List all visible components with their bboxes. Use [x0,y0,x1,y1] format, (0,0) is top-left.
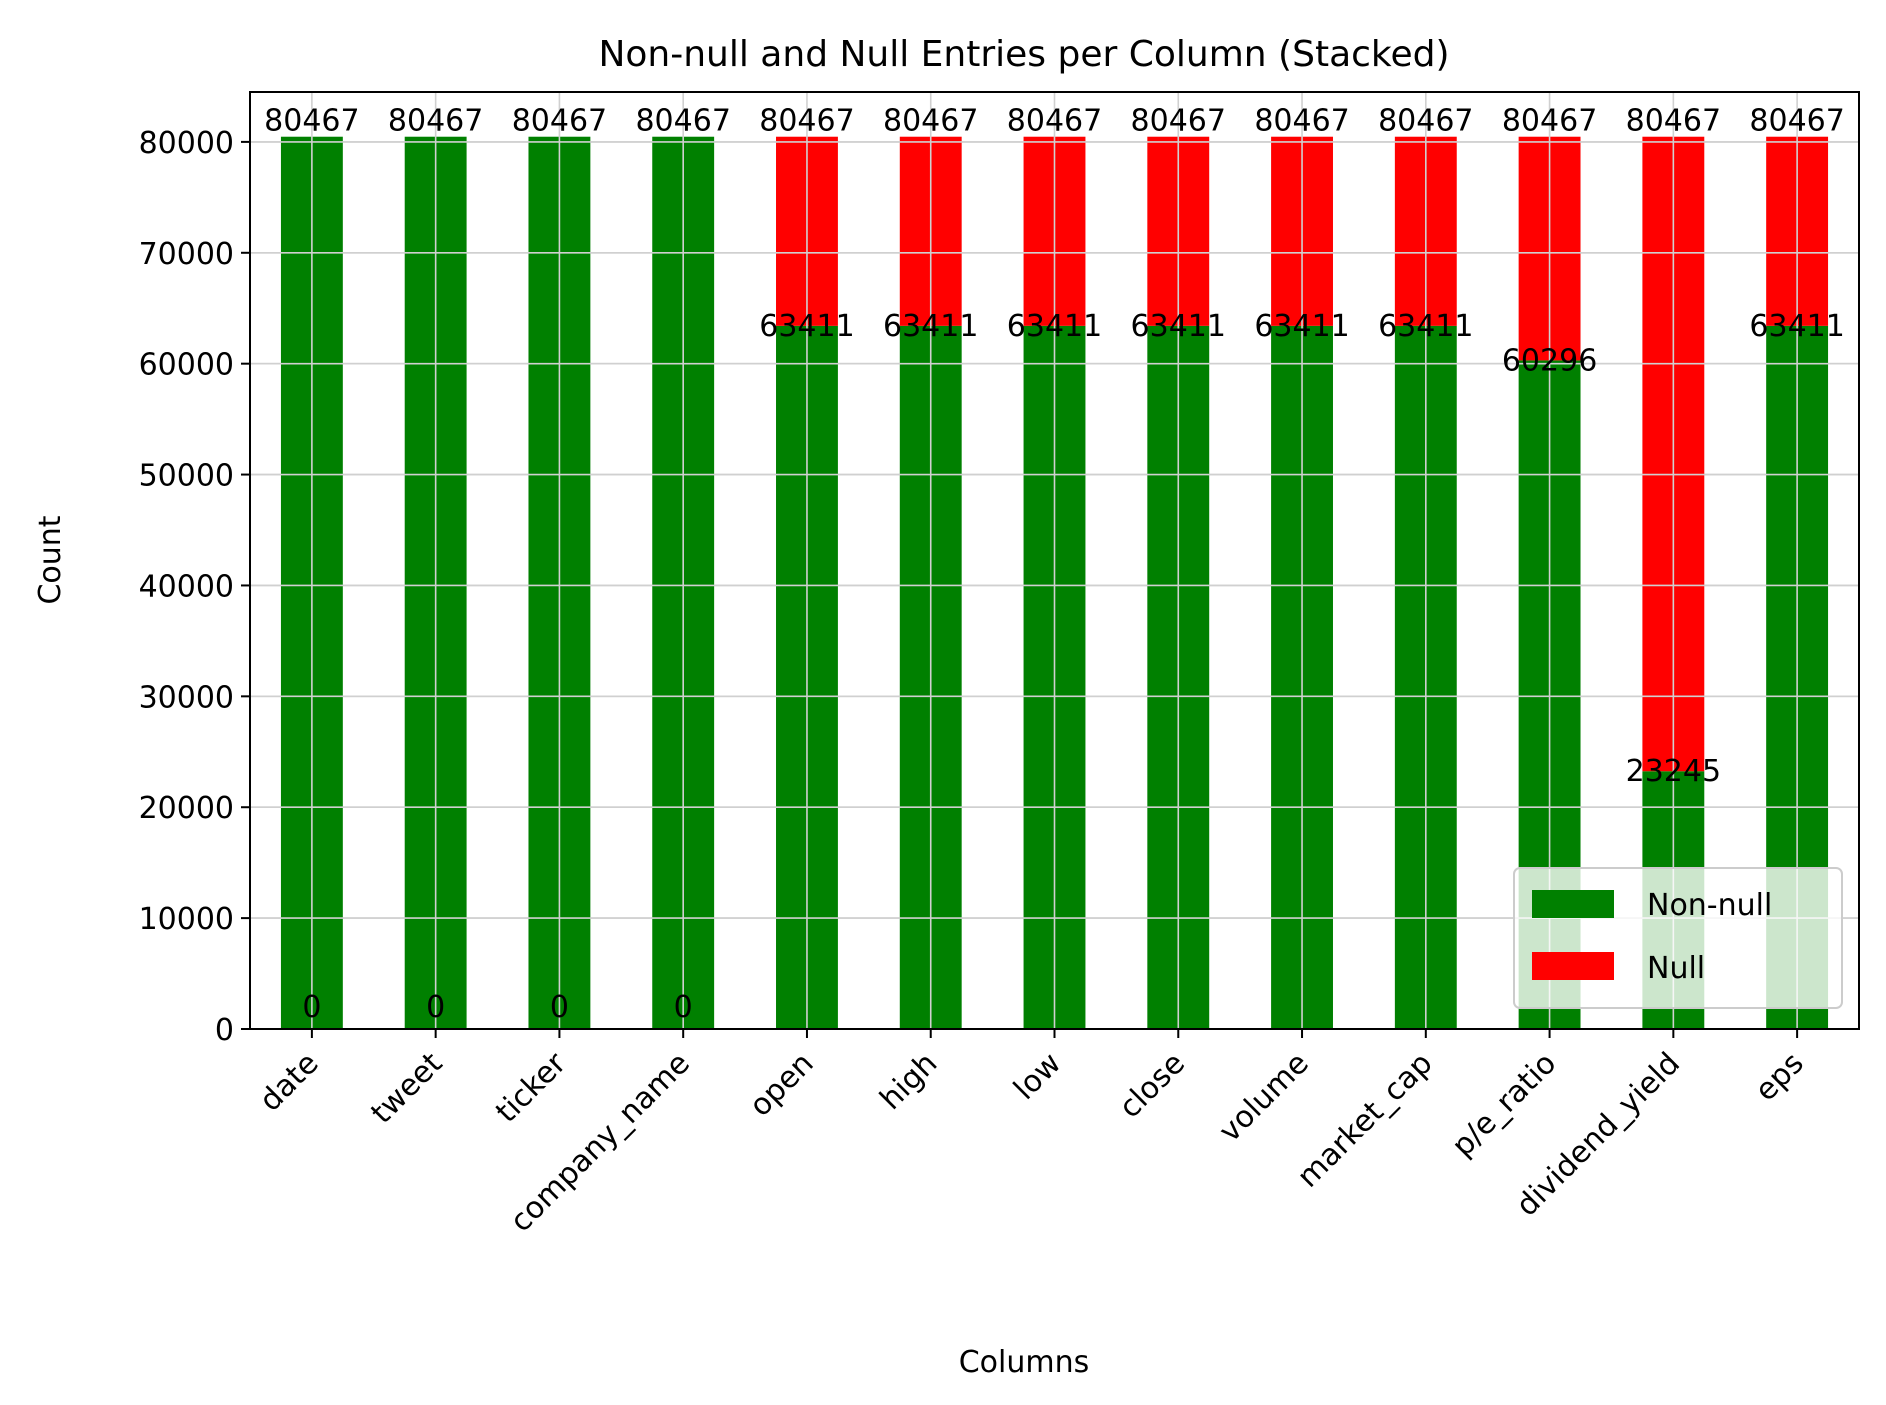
y-axis-label: Count [33,515,68,604]
data-label-nonnull: 63411 [1007,309,1102,344]
data-label-total: 80467 [1007,104,1102,139]
data-label-nonnull: 63411 [759,309,854,344]
x-axis-label: Columns [959,1345,1090,1380]
y-tick-label: 0 [215,1013,234,1048]
data-label-total: 80467 [635,104,730,139]
data-label-nonnull: 0 [674,990,693,1025]
chart-title: Non-null and Null Entries per Column (St… [598,34,1449,75]
data-label-nonnull: 63411 [1254,309,1349,344]
y-axis: 0 10000 20000 30000 40000 50000 60000 70000 8000… [139,126,250,1048]
data-label-nonnull: 0 [550,990,569,1025]
y-tick-label: 60000 [139,348,234,383]
data-label-nonnull: 0 [302,990,321,1025]
legend-label-null: Null [1647,951,1705,986]
legend-label-nonnull: Non-null [1647,888,1772,923]
data-label-total: 80467 [1378,104,1473,139]
data-label-total: 80467 [388,104,483,139]
legend-swatch-nonnull [1532,890,1614,918]
y-tick-label: 70000 [139,237,234,272]
data-label-nonnull: 63411 [883,309,978,344]
data-label-nonnull: 60296 [1502,343,1597,378]
data-label-total: 80467 [1502,104,1597,139]
y-tick-label: 20000 [139,791,234,826]
data-label-nonnull: 63411 [1131,309,1226,344]
grid-overlay [250,92,1859,1030]
data-label-total: 80467 [1749,104,1844,139]
data-label-nonnull: 0 [426,990,445,1025]
data-label-total: 80467 [512,104,607,139]
data-label-nonnull: 23245 [1626,754,1721,789]
y-tick-label: 10000 [139,902,234,937]
data-label-total: 80467 [1131,104,1226,139]
legend-swatch-null [1532,952,1614,980]
legend: Non-null Null [1513,867,1843,1009]
data-label-total: 80467 [883,104,978,139]
y-tick-label: 30000 [139,680,234,715]
data-label-nonnull: 63411 [1749,309,1844,344]
data-label-total: 80467 [1254,104,1349,139]
data-label-total: 80467 [264,104,359,139]
data-label-nonnull: 63411 [1378,309,1473,344]
data-label-total: 80467 [759,104,854,139]
y-tick-label: 40000 [139,569,234,604]
plot-frame [249,91,1860,1030]
data-labels: 80467 0 80467 0 80467 0 80467 0 80467 63411 80467 6… [264,104,1845,1025]
y-tick-label: 80000 [139,126,234,161]
y-tick-label: 50000 [139,459,234,494]
data-label-total: 80467 [1626,104,1721,139]
